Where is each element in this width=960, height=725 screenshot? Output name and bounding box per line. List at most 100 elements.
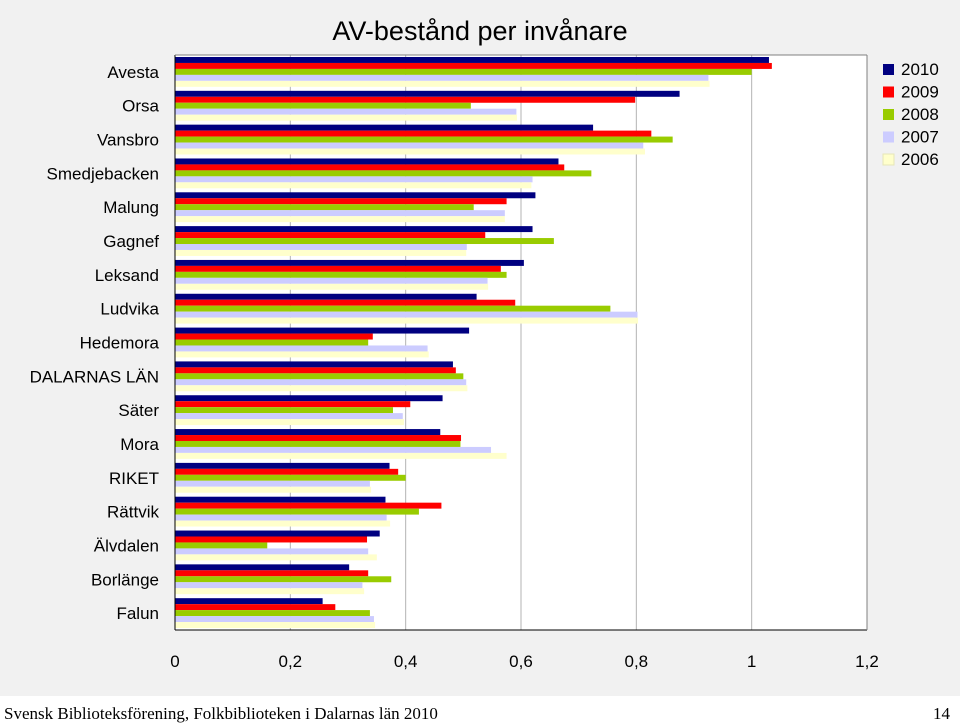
bar — [175, 226, 533, 233]
bar — [175, 62, 772, 69]
bar — [175, 96, 636, 103]
bar — [175, 616, 374, 623]
bar — [175, 395, 443, 402]
bar — [175, 622, 376, 628]
bar — [175, 210, 505, 217]
legend: 2010 2009 2008 2007 2006 — [882, 60, 939, 169]
category-label: Smedjebacken — [47, 164, 159, 183]
bar — [175, 564, 350, 571]
bar — [175, 259, 524, 266]
bar — [175, 204, 474, 211]
bar — [175, 413, 403, 420]
legend-swatch — [882, 153, 895, 166]
category-label: Orsa — [122, 97, 159, 116]
bar — [175, 520, 391, 527]
bar — [175, 502, 442, 509]
bar — [175, 238, 554, 245]
bars — [175, 57, 772, 628]
category-label: Malung — [103, 198, 159, 217]
bar — [175, 265, 501, 272]
bar — [175, 582, 363, 589]
bar — [175, 530, 380, 537]
legend-swatch — [883, 131, 894, 143]
bar — [175, 249, 467, 256]
category-label: Avesta — [107, 63, 159, 82]
bar — [175, 419, 404, 426]
legend-label: 2009 — [901, 83, 939, 102]
legend-label: 2008 — [901, 105, 939, 124]
bar — [175, 486, 372, 493]
bar — [175, 576, 392, 583]
bar — [175, 114, 517, 121]
bar — [175, 182, 532, 189]
bar — [175, 277, 488, 284]
bar — [175, 401, 411, 408]
bar — [175, 480, 370, 487]
bar — [175, 102, 471, 109]
bar — [175, 610, 370, 617]
bar — [175, 385, 468, 392]
bar-chart: AV-bestånd per invånare Avesta Orsa Vansbr… — [30, 16, 939, 671]
bar — [175, 327, 470, 334]
bar — [175, 68, 752, 75]
bar — [175, 588, 365, 595]
legend-label: 2010 — [901, 60, 939, 79]
x-tick-label: 0,4 — [394, 652, 418, 671]
bar — [175, 244, 467, 250]
bar — [175, 142, 644, 149]
category-label: Älvdalen — [94, 536, 159, 555]
category-label: Ludvika — [100, 300, 159, 319]
category-label: Mora — [120, 435, 159, 454]
chart-title: AV-bestånd per invånare — [332, 16, 627, 46]
chart-area: AV-bestånd per invånare Avesta Orsa Vansbr… — [0, 0, 960, 696]
bar — [175, 407, 393, 414]
bar — [175, 598, 323, 605]
bar — [175, 496, 386, 503]
footer-text: Svensk Biblioteksförening, Folkbibliotek… — [4, 704, 438, 723]
category-label: Rättvik — [107, 503, 159, 522]
x-tick-label: 0 — [170, 652, 179, 671]
bar — [175, 57, 769, 63]
bar — [175, 136, 673, 143]
bar — [175, 74, 709, 81]
bar — [175, 452, 507, 459]
x-tick-label: 1 — [747, 652, 756, 671]
bar — [175, 339, 369, 346]
bar — [175, 548, 369, 555]
bar — [175, 542, 268, 549]
legend-swatch — [883, 64, 894, 75]
bar — [175, 462, 390, 469]
category-label: Borlänge — [91, 570, 159, 589]
bar — [175, 317, 639, 324]
footer: Svensk Biblioteksförening, Folkbibliotek… — [0, 696, 960, 725]
category-labels: Avesta Orsa Vansbro Smedjebacken Malung Gagne… — [30, 63, 160, 623]
category-label: Vansbro — [97, 131, 159, 150]
x-tick-label: 0,6 — [509, 652, 533, 671]
bar — [175, 293, 477, 300]
bar — [175, 176, 533, 183]
bar — [175, 299, 516, 306]
category-label: Gagnef — [103, 232, 159, 251]
bar — [175, 232, 486, 239]
bar — [175, 474, 406, 481]
bar — [175, 361, 453, 368]
bar — [175, 283, 489, 290]
bar — [175, 468, 399, 475]
category-label: Säter — [118, 401, 159, 420]
bar — [175, 198, 507, 205]
bar — [175, 514, 387, 521]
x-tick-labels: 0 0,2 0,4 0,6 0,8 1 1,2 — [170, 652, 879, 671]
bar — [175, 216, 505, 223]
category-label: Leksand — [95, 266, 159, 285]
bar — [175, 108, 517, 115]
category-label: Hedemora — [80, 334, 160, 353]
legend-swatch — [883, 86, 894, 98]
bar — [175, 440, 461, 447]
bar — [175, 80, 710, 87]
bar — [175, 351, 429, 358]
bar — [175, 446, 492, 453]
bar — [175, 305, 611, 312]
bar — [175, 604, 336, 611]
legend-swatch — [883, 109, 894, 120]
bar — [175, 170, 592, 177]
